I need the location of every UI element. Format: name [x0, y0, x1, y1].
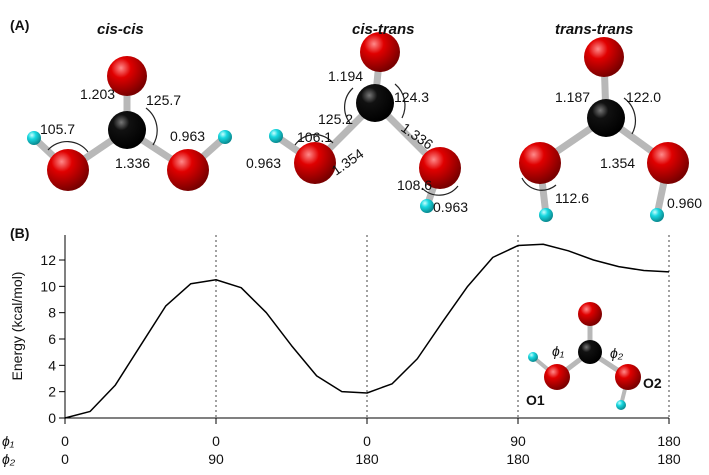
y-tick-label: 12 — [40, 252, 56, 268]
molecule-name: cis-cis — [97, 21, 144, 38]
x-tick-label: 90 — [510, 433, 526, 449]
molecule: trans-trans 1.187 122.0 1.354 112.6 0.96… — [519, 21, 702, 222]
geometry-label: 105.7 — [40, 121, 75, 137]
molecule-name: trans-trans — [555, 21, 633, 38]
y-tick-label: 6 — [48, 331, 56, 347]
x-tick-label: 180 — [506, 451, 530, 467]
geometry-label: 1.187 — [555, 89, 590, 105]
x-tick-label: 180 — [657, 433, 681, 449]
geometry-label: 1.336 — [115, 155, 150, 171]
y-axis-title: Energy (kcal/mol) — [9, 272, 25, 381]
figure: (A) cis-cis 1.203 125.7 105.7 0.963 1.33… — [0, 0, 709, 470]
y-tick-label: 0 — [48, 410, 56, 426]
geometry-label: 0.963 — [246, 155, 281, 171]
molecule-name: cis-trans — [352, 21, 415, 38]
inset-molecule: ϕ₁ ϕ₂ O1 O2 — [526, 302, 662, 410]
y-tick-label: 10 — [40, 278, 56, 294]
inset-label: O1 — [526, 392, 545, 408]
inset-label: ϕ₂ — [610, 345, 624, 361]
inset-label: ϕ₁ — [552, 343, 565, 359]
y-tick-label: 8 — [48, 305, 56, 321]
geometry-label: 1.203 — [80, 86, 115, 102]
geometry-label: 125.7 — [146, 92, 181, 108]
inset-label: O2 — [643, 375, 662, 391]
x-tick-label: 90 — [208, 451, 224, 467]
panel-label: (A) — [10, 17, 29, 33]
x-tick-label: 0 — [212, 433, 220, 449]
y-tick-label: 4 — [48, 357, 56, 373]
geometry-label: 1.354 — [600, 155, 635, 171]
geometry-label: 0.963 — [433, 199, 468, 215]
x-row-label: ϕ₂ — [2, 451, 16, 467]
panel-label: (B) — [10, 225, 29, 241]
x-tick-label: 180 — [657, 451, 681, 467]
geometry-label: 108.6 — [397, 177, 432, 193]
geometry-label: 106.1 — [297, 129, 332, 145]
geometry-label: 124.3 — [394, 89, 429, 105]
molecule: cis-trans 1.194 124.3 125.2 106.1 1.336 … — [246, 21, 468, 215]
x-tick-label: 0 — [363, 433, 371, 449]
geometry-label: 0.960 — [667, 195, 702, 211]
x-tick-label: 0 — [61, 433, 69, 449]
geometry-label: 122.0 — [626, 89, 661, 105]
molecule: cis-cis 1.203 125.7 105.7 0.963 1.336 — [27, 21, 232, 191]
x-row-label: ϕ₁ — [2, 433, 15, 449]
x-tick-label: 180 — [355, 451, 379, 467]
y-tick-label: 2 — [48, 384, 56, 400]
x-tick-label: 0 — [61, 451, 69, 467]
geometry-label: 112.6 — [555, 190, 589, 206]
geometry-label: 125.2 — [318, 111, 353, 127]
geometry-label: 1.194 — [328, 68, 363, 84]
geometry-label: 0.963 — [170, 128, 205, 144]
geometry-label: 1.354 — [329, 145, 367, 178]
